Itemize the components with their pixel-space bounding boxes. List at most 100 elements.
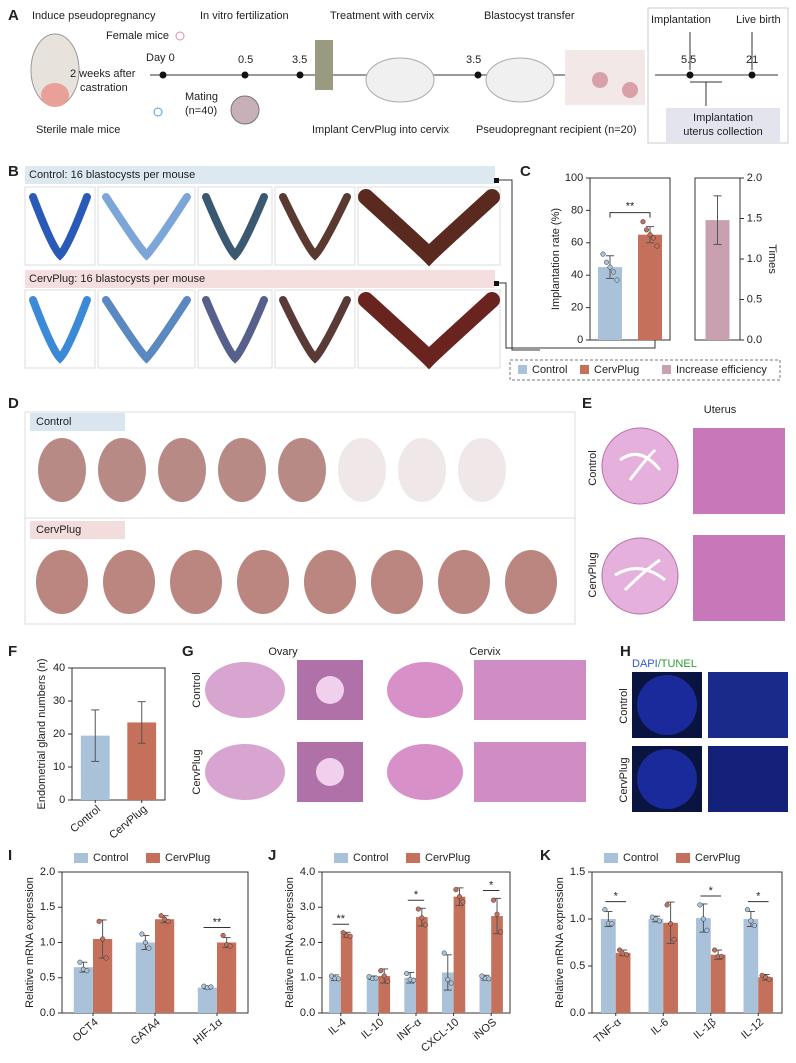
data-point (415, 906, 421, 912)
data-point (448, 980, 454, 986)
data-point (347, 933, 353, 939)
row-label: Control (618, 688, 630, 723)
time-label: 3.5 (292, 54, 307, 66)
data-point (671, 937, 677, 943)
data-point (744, 907, 750, 913)
y-tick-label: 0.0 (300, 1007, 315, 1019)
data-point (490, 897, 497, 903)
data-point (607, 264, 613, 270)
label: (n=40) (185, 105, 217, 117)
panel-label: F (8, 643, 17, 660)
embryo-icon (230, 95, 260, 125)
time-label: 5.5 (681, 54, 696, 66)
bar (329, 977, 341, 1013)
data-point (697, 902, 703, 908)
connector (499, 179, 540, 351)
pup (371, 550, 423, 614)
data-point (142, 939, 148, 946)
uterus (358, 292, 500, 370)
tissue (637, 749, 697, 809)
data-point (208, 984, 214, 990)
histology-zoom (474, 742, 586, 802)
step-label: Treatment with cervix (330, 10, 435, 22)
pup (438, 550, 490, 614)
y-tick-label: 2.0 (40, 866, 55, 878)
data-point (640, 219, 646, 225)
y-axis-title: Endometrial gland numbers (n) (36, 658, 48, 809)
significance-bracket (609, 212, 651, 218)
stain: DAPI (632, 658, 658, 670)
bar (663, 922, 678, 1013)
data-point (766, 976, 772, 982)
bar (441, 972, 454, 1013)
legend-box (509, 359, 781, 381)
x-tick-label: CXCL-10 (419, 1016, 461, 1054)
mouse-icon (485, 57, 555, 103)
bar (453, 896, 466, 1013)
bar (135, 942, 155, 1013)
bar (696, 918, 711, 1013)
x-tick-label: IL-1β (691, 1016, 718, 1041)
data-point (668, 921, 674, 927)
data-point (643, 227, 650, 233)
connector (499, 282, 656, 349)
x-tick-label: IL-12 (739, 1016, 766, 1041)
y-axis-title: Relative mRNA expression (24, 877, 36, 1008)
histology-image (387, 662, 463, 718)
uterus (279, 193, 351, 261)
column-title: Cervix (469, 646, 501, 658)
panel-b: B Control: 16 blastocysts per mouse Cerv… (8, 163, 656, 370)
y-tick-label: 0 (59, 794, 65, 806)
row-label: CervPlug (587, 552, 599, 597)
significance-label: ** (337, 913, 346, 925)
histology-image (205, 662, 285, 718)
x-tick-label: HIF-1α (191, 1016, 225, 1047)
time-label: 3.5 (466, 54, 481, 66)
step-label: Induce pseudopregnancy (32, 10, 156, 22)
y-tick-label: 1.0 (300, 972, 315, 984)
data-point (602, 907, 608, 913)
panel-label: A (8, 7, 19, 24)
data-point (647, 232, 653, 238)
data-point (751, 923, 757, 929)
x-tick-label: CervPlug (107, 803, 149, 841)
data-point (146, 945, 152, 951)
y-tick-label: 2.0 (747, 172, 762, 184)
x-tick-label: OCT4 (71, 1016, 101, 1044)
data-point (378, 968, 384, 974)
significance-label: ** (213, 916, 222, 928)
column-title: Ovary (268, 646, 298, 658)
tissue (637, 675, 697, 735)
y-tick-label: 1.0 (40, 936, 55, 948)
data-point (373, 975, 379, 981)
time-label: 21 (746, 54, 758, 66)
bar (416, 917, 428, 1013)
significance-label: * (414, 889, 419, 901)
y-tick-label: 1.5 (40, 901, 55, 913)
connector-dot (494, 178, 499, 183)
y-tick-label: 2.0 (300, 936, 315, 948)
bar (340, 934, 353, 1013)
pup (36, 550, 88, 614)
panel-label: E (582, 395, 592, 412)
bar (601, 919, 616, 1013)
x-tick-label: TNF-α (592, 1016, 624, 1046)
data-point (650, 235, 657, 241)
significance-label: * (614, 891, 619, 903)
pup (98, 438, 146, 502)
timeline-dot (748, 71, 756, 79)
legend-label: Control (623, 852, 658, 864)
bar (217, 942, 237, 1013)
y-tick-label: 40 (571, 269, 583, 281)
histology-image (205, 744, 285, 800)
label: 2 weeks after (70, 68, 136, 80)
follicle (316, 758, 344, 786)
data-point (220, 932, 226, 939)
uterus (29, 193, 91, 261)
panel-d: D Control CervPlug (8, 395, 576, 625)
bar (743, 919, 759, 1013)
data-point (704, 927, 710, 933)
y-tick-label: 0.0 (40, 1007, 55, 1019)
legend-label: Control (532, 364, 567, 376)
y-tick-label: 1.5 (747, 212, 762, 224)
